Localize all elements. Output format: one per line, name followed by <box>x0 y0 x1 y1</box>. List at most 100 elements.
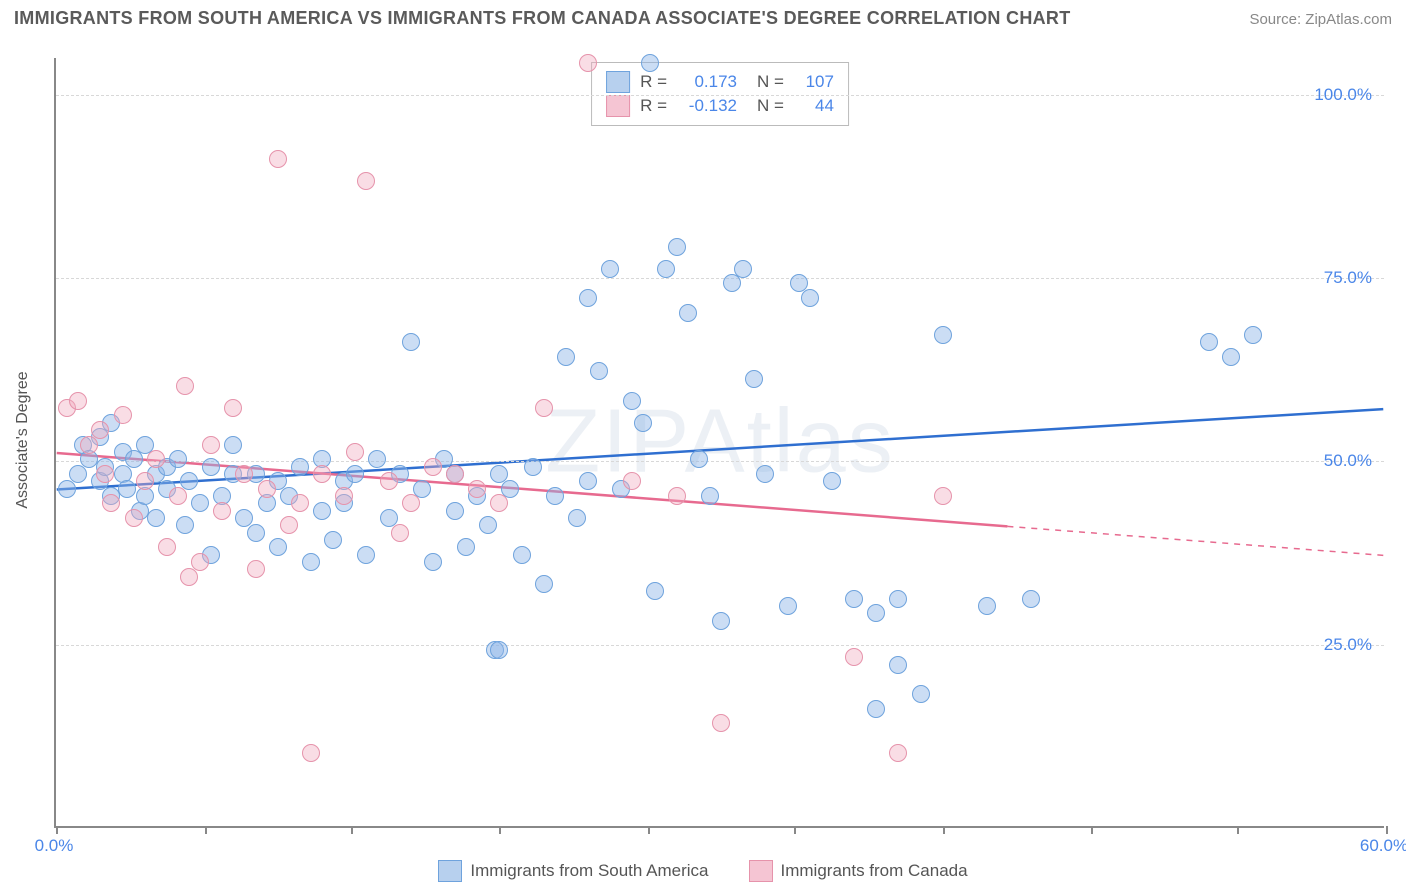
data-point <box>269 150 287 168</box>
legend-item: Immigrants from South America <box>438 860 708 882</box>
data-point <box>380 472 398 490</box>
data-point <box>191 553 209 571</box>
data-point <box>978 597 996 615</box>
data-point <box>335 487 353 505</box>
y-tick-label: 50.0% <box>1324 451 1372 471</box>
data-point <box>568 509 586 527</box>
data-point <box>402 494 420 512</box>
data-point <box>668 487 686 505</box>
stats-n-label: N = <box>757 96 784 116</box>
data-point <box>646 582 664 600</box>
data-point <box>623 472 641 490</box>
data-point <box>446 465 464 483</box>
gridline <box>56 461 1384 462</box>
data-point <box>180 568 198 586</box>
data-point <box>169 487 187 505</box>
data-point <box>641 54 659 72</box>
data-point <box>934 487 952 505</box>
data-point <box>756 465 774 483</box>
data-point <box>176 516 194 534</box>
y-axis-label: Associate's Degree <box>14 371 32 508</box>
trend-line-dashed <box>1007 526 1383 555</box>
plot-area: ZIPAtlas R =0.173 N =107R =-0.132 N =44 … <box>54 58 1384 828</box>
data-point <box>457 538 475 556</box>
data-point <box>490 494 508 512</box>
data-point <box>723 274 741 292</box>
data-point <box>58 480 76 498</box>
data-point <box>302 744 320 762</box>
chart-title: IMMIGRANTS FROM SOUTH AMERICA VS IMMIGRA… <box>14 8 1071 29</box>
x-tick <box>1386 826 1388 834</box>
x-tick <box>205 826 207 834</box>
x-tick <box>351 826 353 834</box>
data-point <box>690 450 708 468</box>
data-point <box>247 524 265 542</box>
data-point <box>147 450 165 468</box>
data-point <box>391 524 409 542</box>
data-point <box>934 326 952 344</box>
data-point <box>701 487 719 505</box>
data-point <box>247 560 265 578</box>
data-point <box>69 392 87 410</box>
stats-n-value: 107 <box>794 72 834 92</box>
data-point <box>524 458 542 476</box>
data-point <box>889 590 907 608</box>
data-point <box>734 260 752 278</box>
legend-swatch <box>438 860 462 882</box>
x-tick <box>794 826 796 834</box>
x-tick-label: 60.0% <box>1360 836 1406 856</box>
stats-row: R =0.173 N =107 <box>606 71 834 93</box>
chart-header: IMMIGRANTS FROM SOUTH AMERICA VS IMMIGRA… <box>14 8 1392 29</box>
data-point <box>623 392 641 410</box>
data-point <box>1222 348 1240 366</box>
data-point <box>601 260 619 278</box>
data-point <box>91 421 109 439</box>
data-point <box>535 399 553 417</box>
data-point <box>712 612 730 630</box>
stats-r-value: 0.173 <box>677 72 737 92</box>
data-point <box>546 487 564 505</box>
legend-item: Immigrants from Canada <box>749 860 968 882</box>
legend-label: Immigrants from South America <box>470 861 708 881</box>
data-point <box>125 450 143 468</box>
data-point <box>169 450 187 468</box>
data-point <box>912 685 930 703</box>
x-tick <box>943 826 945 834</box>
y-tick-label: 25.0% <box>1324 635 1372 655</box>
data-point <box>302 553 320 571</box>
data-point <box>313 465 331 483</box>
data-point <box>590 362 608 380</box>
data-point <box>357 546 375 564</box>
data-point <box>490 641 508 659</box>
data-point <box>557 348 575 366</box>
data-point <box>125 509 143 527</box>
chart-source: Source: ZipAtlas.com <box>1249 11 1392 28</box>
data-point <box>224 399 242 417</box>
data-point <box>889 744 907 762</box>
data-point <box>202 458 220 476</box>
data-point <box>679 304 697 322</box>
data-point <box>446 502 464 520</box>
data-point <box>202 436 220 454</box>
y-tick-label: 75.0% <box>1324 268 1372 288</box>
data-point <box>535 575 553 593</box>
data-point <box>346 465 364 483</box>
legend-label: Immigrants from Canada <box>781 861 968 881</box>
stats-r-value: -0.132 <box>677 96 737 116</box>
data-point <box>513 546 531 564</box>
x-tick <box>1091 826 1093 834</box>
data-point <box>136 472 154 490</box>
data-point <box>867 700 885 718</box>
data-point <box>845 590 863 608</box>
data-point <box>313 502 331 520</box>
data-point <box>368 450 386 468</box>
data-point <box>291 458 309 476</box>
legend-swatch <box>606 95 630 117</box>
data-point <box>801 289 819 307</box>
data-point <box>224 436 242 454</box>
legend-swatch <box>606 71 630 93</box>
data-point <box>424 458 442 476</box>
data-point <box>324 531 342 549</box>
gridline <box>56 95 1384 96</box>
data-point <box>867 604 885 622</box>
